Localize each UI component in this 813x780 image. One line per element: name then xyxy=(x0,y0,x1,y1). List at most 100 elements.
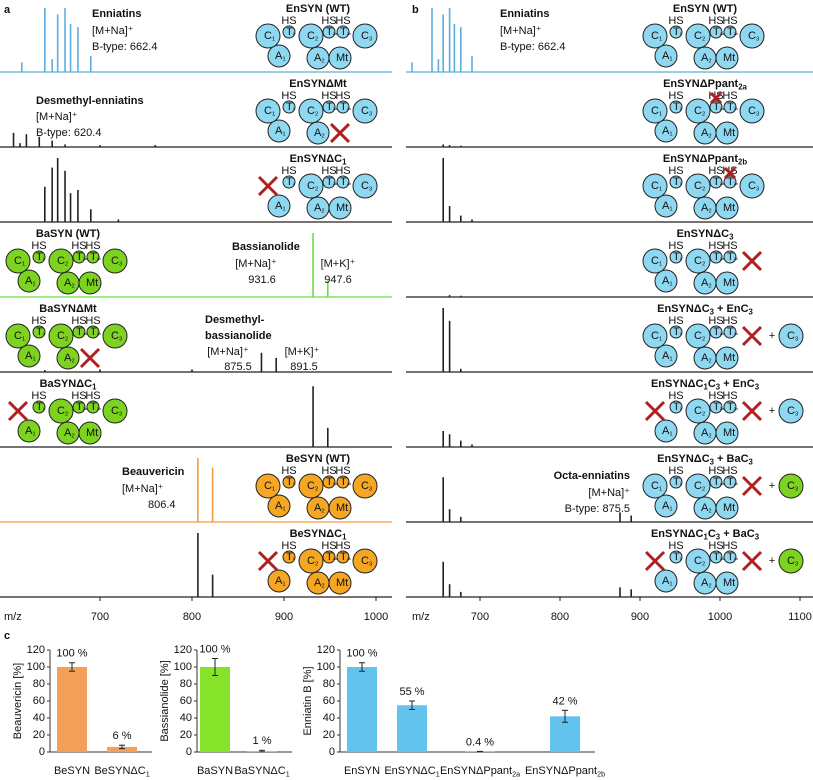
text-part: EnSYNΔC xyxy=(677,228,730,240)
subscript: 2 xyxy=(702,36,705,42)
subscript: 1 xyxy=(659,186,662,192)
domain-label: C3 xyxy=(361,105,372,117)
domain-label: T2a xyxy=(326,476,338,488)
domain xyxy=(739,23,765,49)
subscript: 3 xyxy=(710,458,715,467)
text-part: Mt xyxy=(723,427,735,439)
subscript: 2b xyxy=(738,158,747,167)
domain-label: A1 xyxy=(662,500,673,512)
domain xyxy=(267,119,291,143)
text-part: BaSYNΔC xyxy=(40,378,93,390)
domain-label: T2b xyxy=(727,101,738,113)
domain xyxy=(267,569,291,593)
domain xyxy=(86,250,100,264)
domain-label: C1 xyxy=(14,255,25,267)
text-part: + EnC xyxy=(720,378,755,390)
text-part: C xyxy=(57,330,65,342)
annotation: [M+Na]⁺ xyxy=(235,258,277,270)
subscript: 1 xyxy=(342,158,347,167)
domain-label: Mt xyxy=(723,202,735,214)
subscript: 3 xyxy=(369,486,372,492)
text-part: A xyxy=(314,202,322,214)
text-part: C xyxy=(264,30,272,42)
text-part: A xyxy=(662,275,670,287)
text-part: C xyxy=(307,555,315,567)
text-part: C xyxy=(651,480,659,492)
annotation: [M+Na]⁺ xyxy=(500,25,542,37)
domain xyxy=(102,248,128,274)
text-part: A xyxy=(701,427,709,439)
subscript: 3 xyxy=(756,111,759,117)
subscript: 2b xyxy=(347,556,351,561)
subscript: 1 xyxy=(293,181,295,186)
text-part: T xyxy=(286,476,293,488)
text-part: BeSYNΔC xyxy=(94,765,145,777)
text-part: Mt xyxy=(723,352,735,364)
domain-label: T2a xyxy=(326,26,338,38)
subscript: 2b xyxy=(734,331,738,336)
y-tick-label: 40 xyxy=(323,712,335,724)
subscript: 1 xyxy=(32,356,35,362)
x-tick-label: 1000 xyxy=(708,611,732,623)
domain xyxy=(298,473,324,499)
domain-label: C2 xyxy=(694,30,705,42)
domain-label: C1 xyxy=(651,105,662,117)
text-part: T xyxy=(673,26,680,38)
subscript: 2 xyxy=(702,261,705,267)
text-part: BaSYNΔC xyxy=(234,765,285,777)
domain xyxy=(654,494,678,518)
text-part: T xyxy=(727,101,734,113)
text-part: C xyxy=(14,255,22,267)
text-part: T xyxy=(727,551,734,563)
construct-name: EnSYNΔC3 + EnC3 xyxy=(657,303,753,317)
domain-label: C1 xyxy=(651,180,662,192)
text-part: A xyxy=(314,52,322,64)
text-part: A xyxy=(662,125,670,137)
thiol-label: HS xyxy=(335,465,350,477)
text-part: A xyxy=(64,427,72,439)
text-part: A xyxy=(701,52,709,64)
value-label: 100 % xyxy=(346,648,377,660)
text-part: C xyxy=(708,528,716,540)
text-part: C xyxy=(694,405,702,417)
text-part: T xyxy=(36,401,43,413)
domain-label: A1 xyxy=(25,350,36,362)
subscript: 3 xyxy=(755,383,760,392)
x-tick-label: BaSYNΔC1 xyxy=(234,765,289,778)
domain xyxy=(267,494,291,518)
y-tick-label: 100 xyxy=(317,661,335,673)
compound-name: Octa-enniatins xyxy=(554,470,630,482)
text-part: A xyxy=(25,275,33,287)
text-part: EnSYN (WT) xyxy=(673,3,737,15)
text-part: C xyxy=(694,480,702,492)
value-label: 55 % xyxy=(399,686,424,698)
text-part: EnSYNΔPpant xyxy=(663,153,738,165)
text-part: Mt xyxy=(723,277,735,289)
subscript: 3 xyxy=(119,261,122,267)
subscript: 1 xyxy=(293,556,295,561)
domain-label: T1 xyxy=(36,401,45,413)
thiol-label: HS xyxy=(708,465,723,477)
text-part: A xyxy=(662,350,670,362)
panel-label: b xyxy=(412,4,419,16)
compound-name: Enniatins xyxy=(92,8,142,20)
subscript: 2a xyxy=(720,106,725,111)
domain xyxy=(32,400,46,414)
x-axis-label: m/z xyxy=(4,611,22,623)
text-part: A xyxy=(701,577,709,589)
domain-label: C3 xyxy=(361,180,372,192)
annotation: 931.6 xyxy=(248,274,276,286)
text-part: T xyxy=(727,176,734,188)
subscript: 2a xyxy=(333,181,338,186)
domain xyxy=(72,400,86,414)
construct-name: EnSYNΔC3 xyxy=(677,228,735,242)
domain xyxy=(255,473,281,499)
domain-label: C2 xyxy=(57,255,68,267)
construct-name: BaSYNΔMt xyxy=(39,303,97,315)
domain xyxy=(715,121,739,145)
text-part: C xyxy=(694,30,702,42)
domain-label: A1 xyxy=(25,425,36,437)
y-tick-label: 40 xyxy=(180,712,192,724)
y-axis-label: Beauvericin [%] xyxy=(12,663,24,739)
subscript: 1 xyxy=(293,106,295,111)
